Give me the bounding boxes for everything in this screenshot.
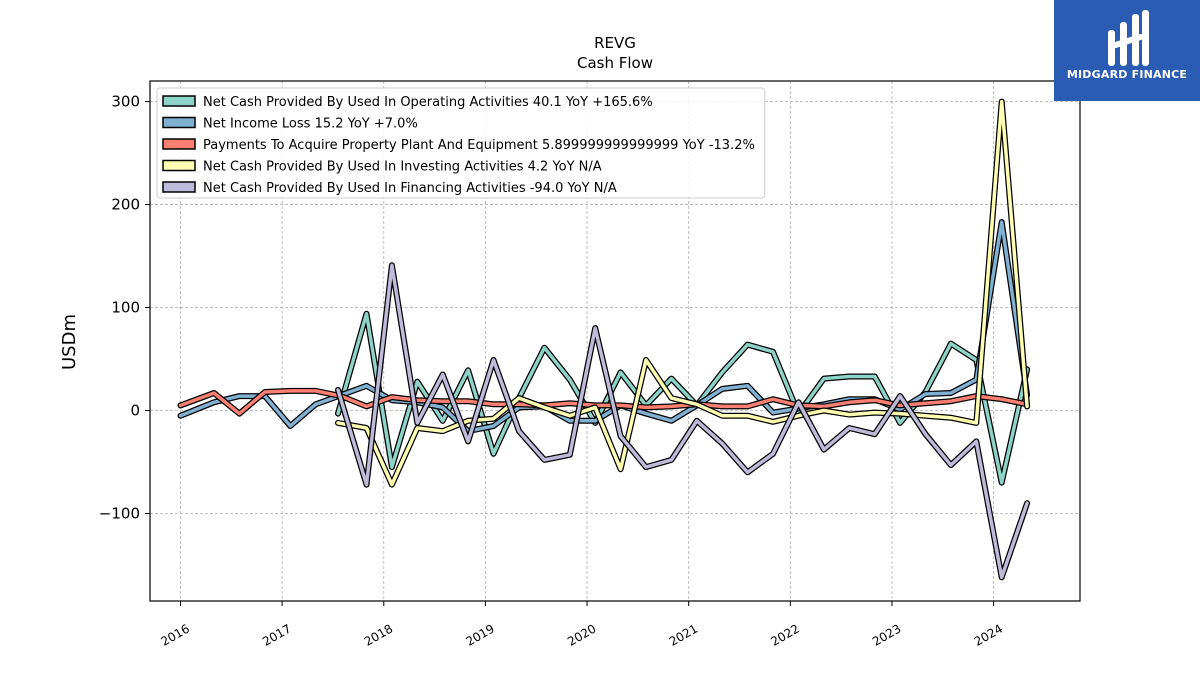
legend-label-4: Net Cash Provided By Used In Investing A… bbox=[203, 160, 602, 175]
x-tick-label: 2020 bbox=[565, 621, 598, 648]
legend-label-1: Net Cash Provided By Used In Operating A… bbox=[203, 95, 653, 110]
legend-box bbox=[156, 87, 766, 199]
legend-label-5: Net Cash Provided By Used In Financing A… bbox=[203, 181, 617, 196]
y-tick-label: 0 bbox=[130, 402, 140, 420]
brand-name: MIDGARD FINANCE bbox=[1066, 68, 1188, 81]
x-tick-label: 2018 bbox=[362, 621, 395, 648]
legend-swatch-3 bbox=[162, 138, 196, 150]
series-lines bbox=[177, 98, 1031, 581]
x-tick-label: 2021 bbox=[667, 621, 700, 648]
series-3 bbox=[177, 387, 1031, 417]
chart-subtitle: Cash Flow bbox=[577, 54, 653, 72]
series-5 bbox=[335, 262, 1031, 581]
plot-frame bbox=[149, 80, 1081, 602]
legend-swatch-4 bbox=[162, 159, 196, 172]
x-tick-label: 2023 bbox=[870, 621, 903, 648]
legend: Net Cash Provided By Used In Operating A… bbox=[156, 87, 766, 199]
legend-swatch-5 bbox=[162, 181, 196, 193]
x-tick-label: 2019 bbox=[463, 621, 496, 648]
legend-label-2: Net Income Loss 15.2 YoY +7.0% bbox=[203, 117, 418, 132]
legend-swatch-1 bbox=[162, 95, 196, 107]
brand-logo: MIDGARD FINANCE bbox=[1054, 0, 1200, 101]
x-tick-label: 2016 bbox=[159, 621, 192, 648]
series-1-line bbox=[336, 311, 1029, 485]
x-tick-label: 2022 bbox=[768, 621, 801, 648]
y-tick-label: −100 bbox=[99, 504, 140, 522]
series-1 bbox=[335, 310, 1031, 486]
brand-logo-icon bbox=[1108, 10, 1149, 66]
series-5-line bbox=[336, 263, 1029, 580]
y-tick-label: 100 bbox=[111, 299, 140, 317]
y-axis-label: USDm bbox=[59, 314, 80, 370]
y-tick-label: 300 bbox=[111, 93, 140, 111]
legend-label-3: Payments To Acquire Property Plant And E… bbox=[203, 138, 755, 153]
y-tick-label: 200 bbox=[111, 196, 140, 214]
x-tick-label: 2017 bbox=[260, 621, 293, 648]
x-tick-label: 2024 bbox=[972, 621, 1005, 648]
chart-title: REVG bbox=[594, 34, 636, 52]
series-3-line bbox=[178, 389, 1029, 416]
legend-swatch-2 bbox=[162, 116, 196, 129]
